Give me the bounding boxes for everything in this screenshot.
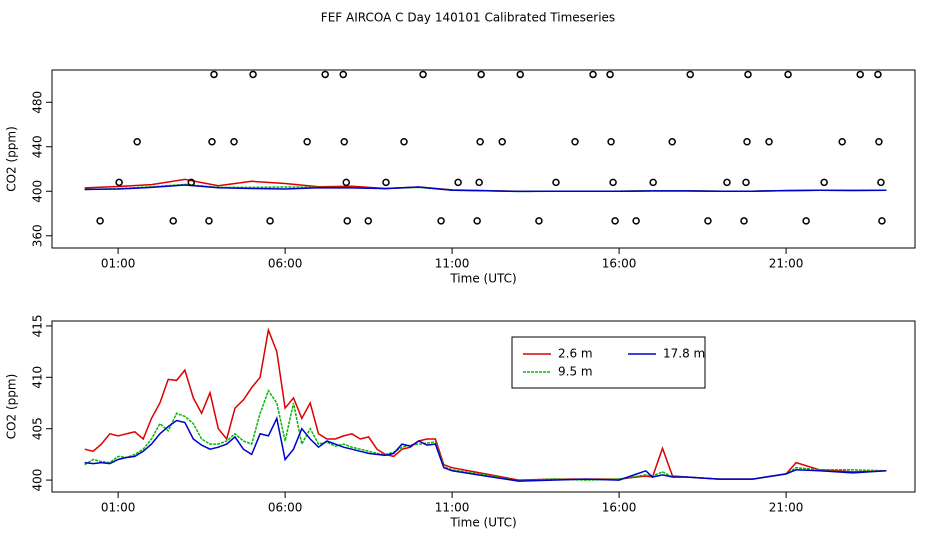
y-axis-label: CO2 (ppm) [5, 374, 19, 440]
calibration-point [96, 217, 104, 225]
x-tick-label: 01:00 [101, 257, 136, 271]
plot-frame [51, 69, 916, 249]
calibration-point [339, 70, 347, 79]
calibration-point [874, 70, 882, 79]
calibration-point [649, 178, 657, 187]
x-axis-label: Time (UTC) [449, 516, 516, 530]
calibration-point [723, 178, 731, 187]
series-line [84, 327, 887, 481]
calibration-point [475, 178, 483, 187]
calibration-point [875, 138, 883, 146]
legend-label: 17.8 m [663, 347, 705, 361]
calibration-point [744, 70, 752, 79]
x-axis-label: Time (UTC) [449, 272, 516, 286]
legend-label: 2.6 m [558, 347, 593, 361]
calibration-point [169, 217, 177, 225]
calibration-point [321, 70, 329, 79]
calibration-point [589, 70, 597, 79]
calibration-point [187, 178, 196, 187]
calibration-point [740, 217, 748, 225]
y-tick-label: 480 [31, 91, 45, 114]
calibration-point [343, 217, 351, 225]
y-tick-label: 400 [31, 469, 45, 492]
x-tick-label: 06:00 [268, 257, 303, 271]
calibration-point [571, 138, 579, 146]
calibration-point [205, 217, 213, 225]
calibration-point [516, 70, 524, 79]
calibration-point [686, 70, 694, 79]
calibration-point [704, 217, 712, 225]
calibration-point [477, 70, 485, 79]
y-axis-label: CO2 (ppm) [5, 126, 19, 192]
calibration-point [606, 70, 614, 79]
calibration-point [820, 178, 828, 187]
calibration-point [765, 138, 773, 146]
calibration-point [535, 217, 543, 225]
legend-label: 9.5 m [558, 365, 593, 379]
legend-box [511, 336, 706, 389]
calibration-point [473, 217, 481, 225]
y-tick-label: 400 [31, 180, 45, 203]
calibration-point [340, 138, 348, 146]
series-line [84, 178, 887, 193]
x-tick-label: 11:00 [435, 501, 470, 515]
x-tick-label: 01:00 [101, 501, 136, 515]
x-tick-label: 16:00 [602, 257, 637, 271]
calibration-point [856, 70, 864, 79]
calibration-point [210, 70, 218, 79]
y-tick-label: 440 [31, 135, 45, 158]
calibration-point [382, 178, 390, 187]
calibration-point [668, 138, 676, 146]
calibration-point [877, 178, 885, 187]
series-line [84, 416, 887, 482]
x-tick-label: 16:00 [602, 501, 637, 515]
plot-frame [51, 320, 916, 493]
y-tick-label: 410 [31, 366, 45, 389]
calibration-point [454, 178, 462, 187]
x-tick-label: 11:00 [435, 257, 470, 271]
calibration-point [249, 70, 257, 79]
calibration-point [476, 138, 484, 146]
calibration-point [609, 178, 617, 187]
calibration-point [552, 178, 560, 187]
calibration-point [742, 178, 750, 187]
calibration-point [743, 138, 751, 146]
calibration-point [838, 138, 846, 146]
y-tick-label: 405 [31, 417, 45, 440]
calibration-point [632, 217, 640, 225]
y-tick-label: 415 [31, 314, 45, 337]
calibration-point [133, 138, 141, 146]
x-tick-label: 21:00 [769, 501, 804, 515]
calibration-point [208, 138, 216, 146]
calibration-point [400, 138, 408, 146]
calibration-point [364, 217, 373, 225]
calibration-point [230, 138, 238, 146]
calibration-point [607, 138, 615, 146]
calibration-point [419, 70, 427, 79]
calibration-point [784, 70, 792, 79]
calibration-point [266, 217, 274, 225]
calibration-point [498, 138, 506, 146]
x-tick-label: 21:00 [769, 257, 804, 271]
x-tick-label: 06:00 [268, 501, 303, 515]
calibration-point [303, 138, 311, 146]
y-tick-label: 360 [31, 224, 45, 247]
calibration-point [611, 217, 619, 225]
series-line [84, 184, 887, 193]
calibration-point [342, 178, 350, 187]
calibration-point [802, 217, 810, 225]
calibration-point [878, 217, 886, 225]
chart-title: FEF AIRCOA C Day 140101 Calibrated Times… [321, 11, 615, 25]
calibration-point [115, 178, 123, 187]
calibration-point [437, 217, 445, 225]
